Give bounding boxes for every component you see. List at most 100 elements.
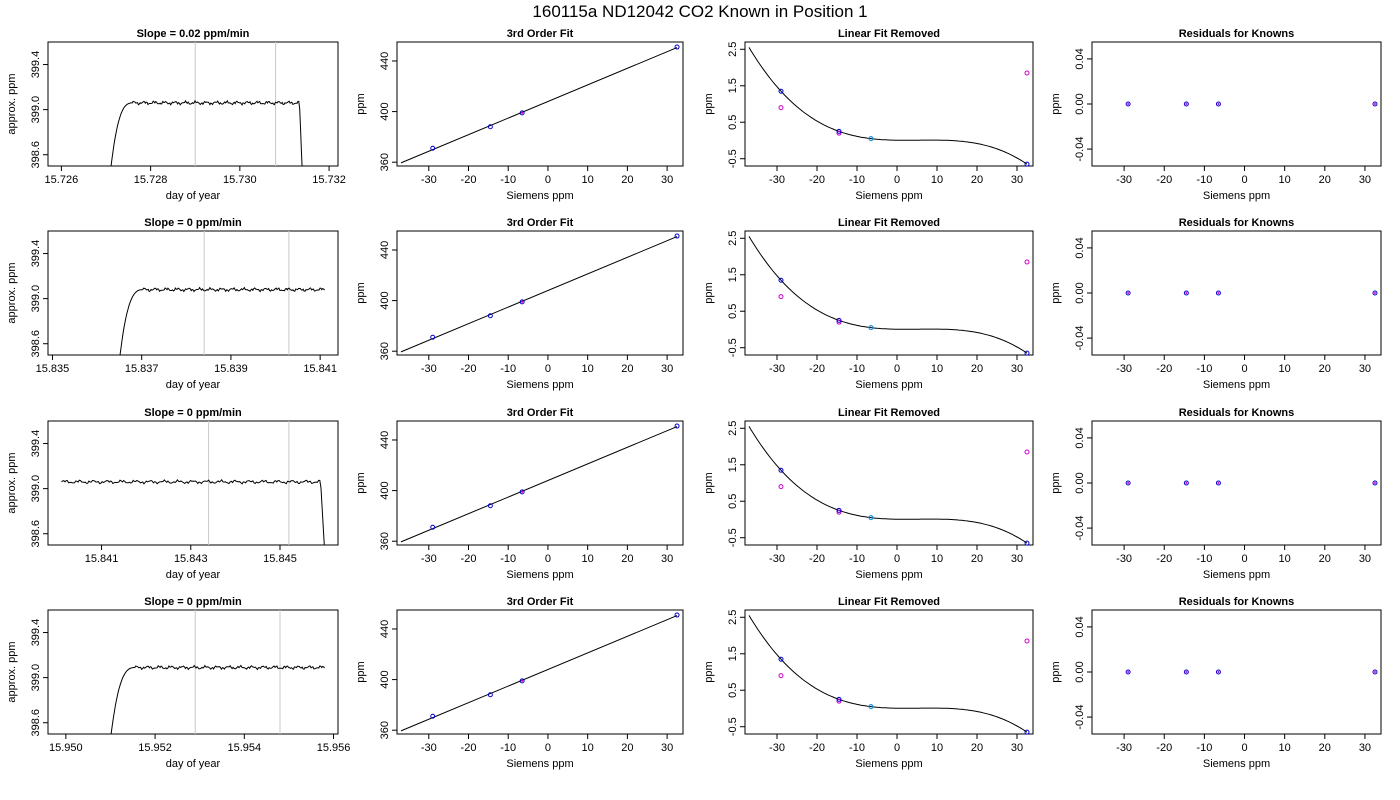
cubic-curve — [748, 615, 1028, 733]
x-tick-label: 15.726 — [45, 174, 79, 186]
cubic-curve — [748, 426, 1028, 544]
concentration-trace — [61, 478, 325, 545]
data-point-marker — [1127, 103, 1130, 105]
x-tick-label: 15.956 — [317, 742, 351, 754]
x-axis-label: Siemens ppm — [855, 758, 922, 770]
x-tick-label: 20 — [1319, 553, 1331, 565]
x-tick-label: 15.954 — [227, 742, 261, 754]
row-1: Slope = 0.02 ppm/min day of year approx. p… — [6, 28, 1382, 202]
x-axis-label: Siemens ppm — [1203, 758, 1270, 770]
x-tick-label: -30 — [1116, 553, 1132, 565]
y-axis-label: approx. ppm — [6, 262, 18, 323]
y-tick-label: 399.4 — [30, 240, 42, 268]
y-tick-label: 2.5 — [727, 231, 739, 246]
x-tick-label: 0 — [545, 363, 551, 375]
figure-title: 160115a ND12042 CO2 Known in Position 1 — [532, 2, 867, 21]
residuals-panel: Residuals for Knowns Siemens ppm ppm -30 -20… — [1050, 217, 1382, 391]
data-point — [674, 44, 680, 50]
data-point — [1024, 729, 1030, 735]
x-tick-label: 10 — [1279, 553, 1291, 565]
data-point — [1215, 669, 1221, 675]
data-point — [674, 423, 680, 429]
x-tick-label: 20 — [1319, 363, 1331, 375]
y-tick-label: 398.6 — [30, 141, 42, 169]
x-tick-label: 10 — [582, 174, 594, 186]
y-tick-label: 399.0 — [30, 96, 42, 124]
data-point — [430, 524, 436, 530]
x-tick-label: -10 — [500, 553, 516, 565]
x-tick-label: 30 — [1359, 363, 1371, 375]
concentration-trace — [119, 286, 326, 355]
x-tick-label: 30 — [1359, 174, 1371, 186]
x-tick-label: 30 — [1359, 742, 1371, 754]
x-tick-label: 20 — [621, 553, 633, 565]
y-tick-label: 399.4 — [30, 619, 42, 647]
x-tick-label: -30 — [769, 742, 785, 754]
data-point-secondary — [1024, 638, 1030, 644]
cubic-curve — [748, 47, 1028, 165]
x-tick-label: 30 — [661, 174, 673, 186]
x-tick-label: 20 — [971, 553, 983, 565]
x-tick-label: 20 — [1319, 174, 1331, 186]
data-point — [1183, 290, 1189, 296]
x-tick-label: 10 — [1279, 742, 1291, 754]
x-tick-label: 30 — [1011, 553, 1023, 565]
x-axis-label: day of year — [166, 569, 221, 581]
x-tick-label: 0 — [894, 363, 900, 375]
x-tick-label: 0 — [545, 742, 551, 754]
x-tick-label: -10 — [849, 174, 865, 186]
x-tick-label: 0 — [894, 742, 900, 754]
data-point-secondary — [778, 105, 784, 111]
x-tick-label: -20 — [461, 174, 477, 186]
data-point-marker — [1373, 292, 1376, 294]
x-axis-label: Siemens ppm — [506, 379, 573, 391]
x-tick-label: 15.843 — [174, 553, 208, 565]
y-axis-label: ppm — [355, 661, 367, 682]
y-axis-label: ppm — [355, 472, 367, 493]
plot-frame — [744, 420, 1034, 546]
data-point — [1372, 480, 1378, 486]
data-point — [674, 233, 680, 239]
y-tick-label: -0.04 — [1074, 705, 1086, 730]
x-axis-label: day of year — [166, 379, 221, 391]
y-tick-label: 1.5 — [727, 646, 739, 661]
y-tick-label: 398.6 — [30, 520, 42, 548]
panel-title: Residuals for Knowns — [1179, 217, 1295, 229]
data-point-secondary — [778, 673, 784, 679]
x-tick-label: 10 — [931, 742, 943, 754]
third-order-fit-panel: 3rd Order Fit Siemens ppm ppm -30 -20 -10 0 10 2… — [355, 28, 684, 202]
y-axis-label: ppm — [703, 282, 715, 303]
data-point-secondary — [836, 509, 842, 515]
y-axis-label: ppm — [355, 282, 367, 303]
data-point-secondary — [836, 130, 842, 136]
x-axis-label: Siemens ppm — [855, 379, 922, 391]
x-tick-label: -30 — [1116, 363, 1132, 375]
y-tick-label: 0.5 — [727, 115, 739, 130]
y-tick-label: 360 — [379, 342, 391, 360]
fit-curve — [400, 615, 678, 732]
data-point-marker — [1185, 482, 1188, 484]
x-tick-label: -10 — [849, 553, 865, 565]
x-tick-label: -20 — [1156, 553, 1172, 565]
data-point — [1125, 669, 1131, 675]
data-point — [778, 656, 784, 662]
y-tick-label: -0.5 — [727, 338, 739, 357]
y-axis-label: ppm — [1050, 472, 1062, 493]
third-order-fit-panel: 3rd Order Fit Siemens ppm ppm -30 -20 -10 0 10 2… — [355, 217, 684, 391]
panel-title: Linear Fit Removed — [838, 407, 940, 419]
x-tick-label: 15.835 — [36, 363, 70, 375]
data-point-secondary — [1024, 70, 1030, 76]
plot-frame — [1091, 230, 1382, 356]
data-point — [1215, 480, 1221, 486]
x-tick-label: -10 — [1196, 553, 1212, 565]
y-tick-label: -0.5 — [727, 528, 739, 547]
data-point — [836, 696, 842, 702]
y-tick-label: -0.04 — [1074, 516, 1086, 541]
y-tick-label: 440 — [379, 620, 391, 638]
panel-title: Slope = 0.02 ppm/min — [137, 28, 250, 40]
panel-title: Linear Fit Removed — [838, 28, 940, 40]
time-series-panel: Slope = 0 ppm/min day of year approx. ppm 1… — [6, 217, 339, 391]
panel-title: Linear Fit Removed — [838, 596, 940, 608]
data-point-marker — [1127, 482, 1130, 484]
